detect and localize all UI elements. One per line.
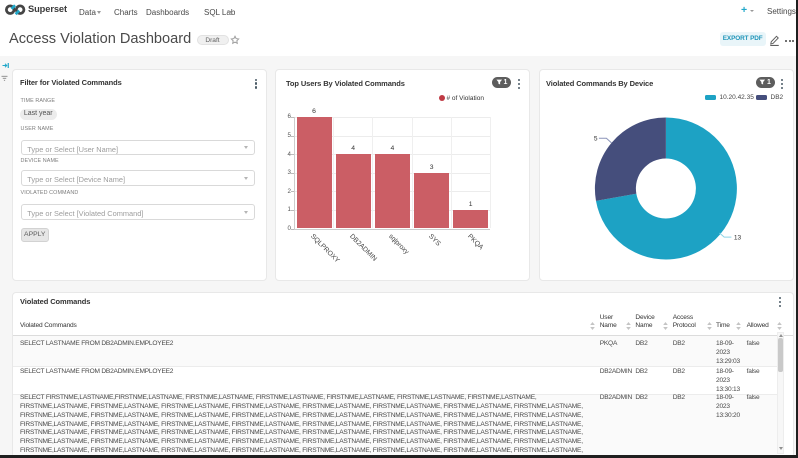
svg-text:5: 5	[594, 136, 598, 143]
svg-text:13: 13	[733, 235, 741, 242]
